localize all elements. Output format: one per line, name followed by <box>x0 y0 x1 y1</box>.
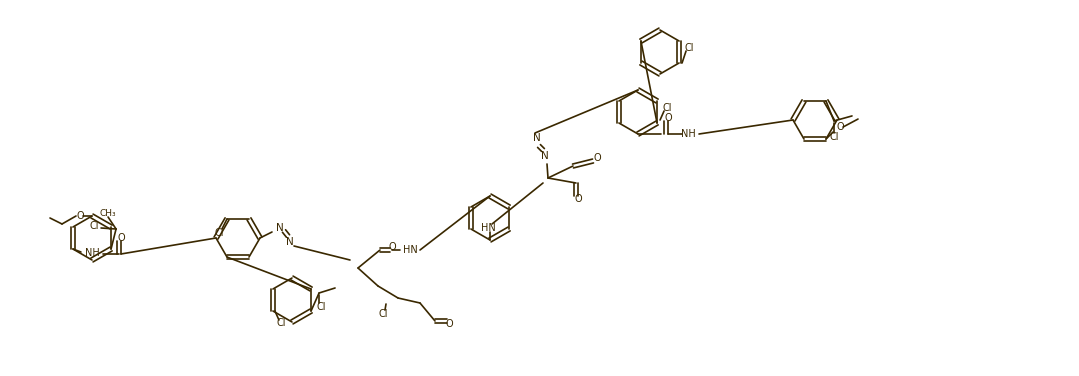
Text: Cl: Cl <box>684 43 694 53</box>
Text: Cl: Cl <box>663 103 672 113</box>
Text: HN: HN <box>480 223 495 233</box>
Text: Cl: Cl <box>830 132 838 142</box>
Text: O: O <box>77 211 84 221</box>
Text: Cl: Cl <box>379 309 387 319</box>
Text: NH: NH <box>681 129 695 139</box>
Text: O: O <box>118 233 125 243</box>
Text: N: N <box>276 223 284 233</box>
Text: CH₃: CH₃ <box>99 209 117 217</box>
Text: O: O <box>665 113 672 123</box>
Text: Cl: Cl <box>276 318 286 328</box>
Text: NH: NH <box>84 248 99 258</box>
Text: O: O <box>388 242 396 252</box>
Text: Cl: Cl <box>215 228 223 238</box>
Text: O: O <box>593 153 601 163</box>
Text: Cl: Cl <box>316 302 326 312</box>
Text: O: O <box>836 122 844 132</box>
Text: HN: HN <box>402 245 418 255</box>
Text: Cl: Cl <box>90 221 99 231</box>
Text: N: N <box>542 151 549 161</box>
Text: O: O <box>446 319 453 329</box>
Text: N: N <box>533 133 541 143</box>
Text: O: O <box>574 194 582 204</box>
Text: N: N <box>286 237 293 247</box>
